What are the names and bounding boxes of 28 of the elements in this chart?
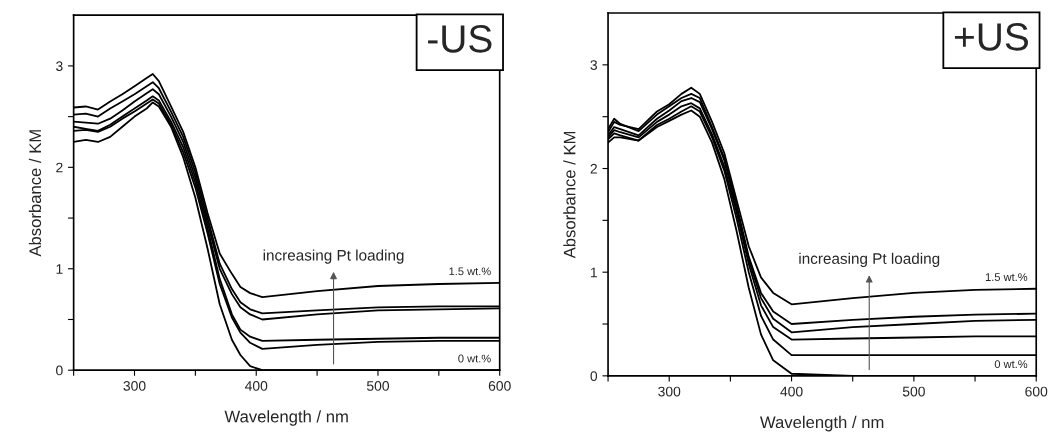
x-tick-label: 300 [123,380,146,391]
x-tick-label: 300 [658,386,681,397]
annotation: 0 wt.% [994,360,1028,369]
y-axis-title: Absorbance / KM [563,131,576,259]
y-tick-label: 1 [56,264,63,274]
x-tick-label: 500 [902,386,925,397]
x-tick-label: 600 [1025,386,1048,397]
annotation: 0 wt.% [458,354,491,363]
y-tick-label: 1 [590,267,597,278]
annotation: 1.5 wt.% [449,267,491,276]
y-axis-title: Absorbance / KM [28,130,42,257]
y-tick-label: 3 [590,60,598,71]
y-tick-label: 2 [56,162,63,173]
x-tick-label: 400 [780,386,803,397]
y-tick-label: 2 [590,163,597,174]
x-tick-label: 500 [366,380,390,391]
x-axis-title: Wavelength / nm [760,415,884,432]
annotation: increasing Pt loading [263,249,404,264]
y-tick-label: 0 [56,365,63,376]
annotation: 1.5 wt.% [985,273,1028,282]
annotation: increasing Pt loading [799,252,940,267]
annotation: +US [954,23,1029,51]
y-tick-label: 0 [590,371,598,382]
x-tick-label: 400 [244,380,268,391]
annotation: -US [428,25,492,53]
x-axis-title: Wavelength / nm [224,410,348,426]
x-tick-label: 600 [488,380,511,391]
y-tick-label: 3 [56,61,63,72]
